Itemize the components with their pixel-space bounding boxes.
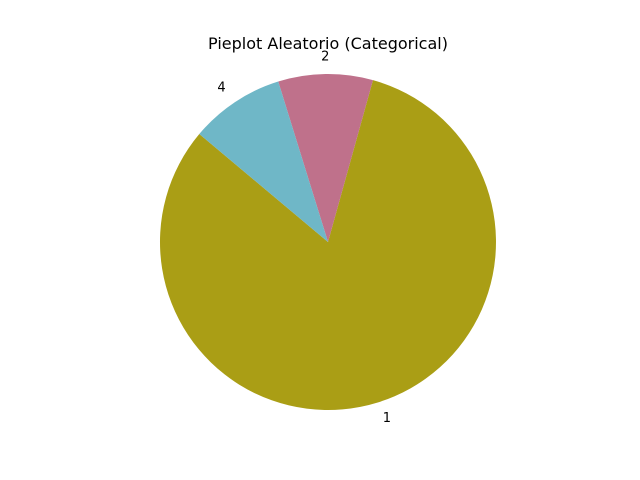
pie-slices bbox=[159, 74, 496, 411]
pie-label-4: 4 bbox=[217, 81, 225, 96]
chart-title: Pieplot Aleatorio (Categorical) bbox=[208, 34, 448, 53]
pie-slice-2 bbox=[278, 74, 373, 242]
pie-label-1: 1 bbox=[383, 411, 391, 426]
pie-slice-4 bbox=[199, 81, 328, 242]
pie-slice-1 bbox=[159, 80, 496, 411]
pie-labels: 1 2 4 bbox=[217, 50, 391, 426]
pie-label-2: 2 bbox=[321, 50, 329, 65]
